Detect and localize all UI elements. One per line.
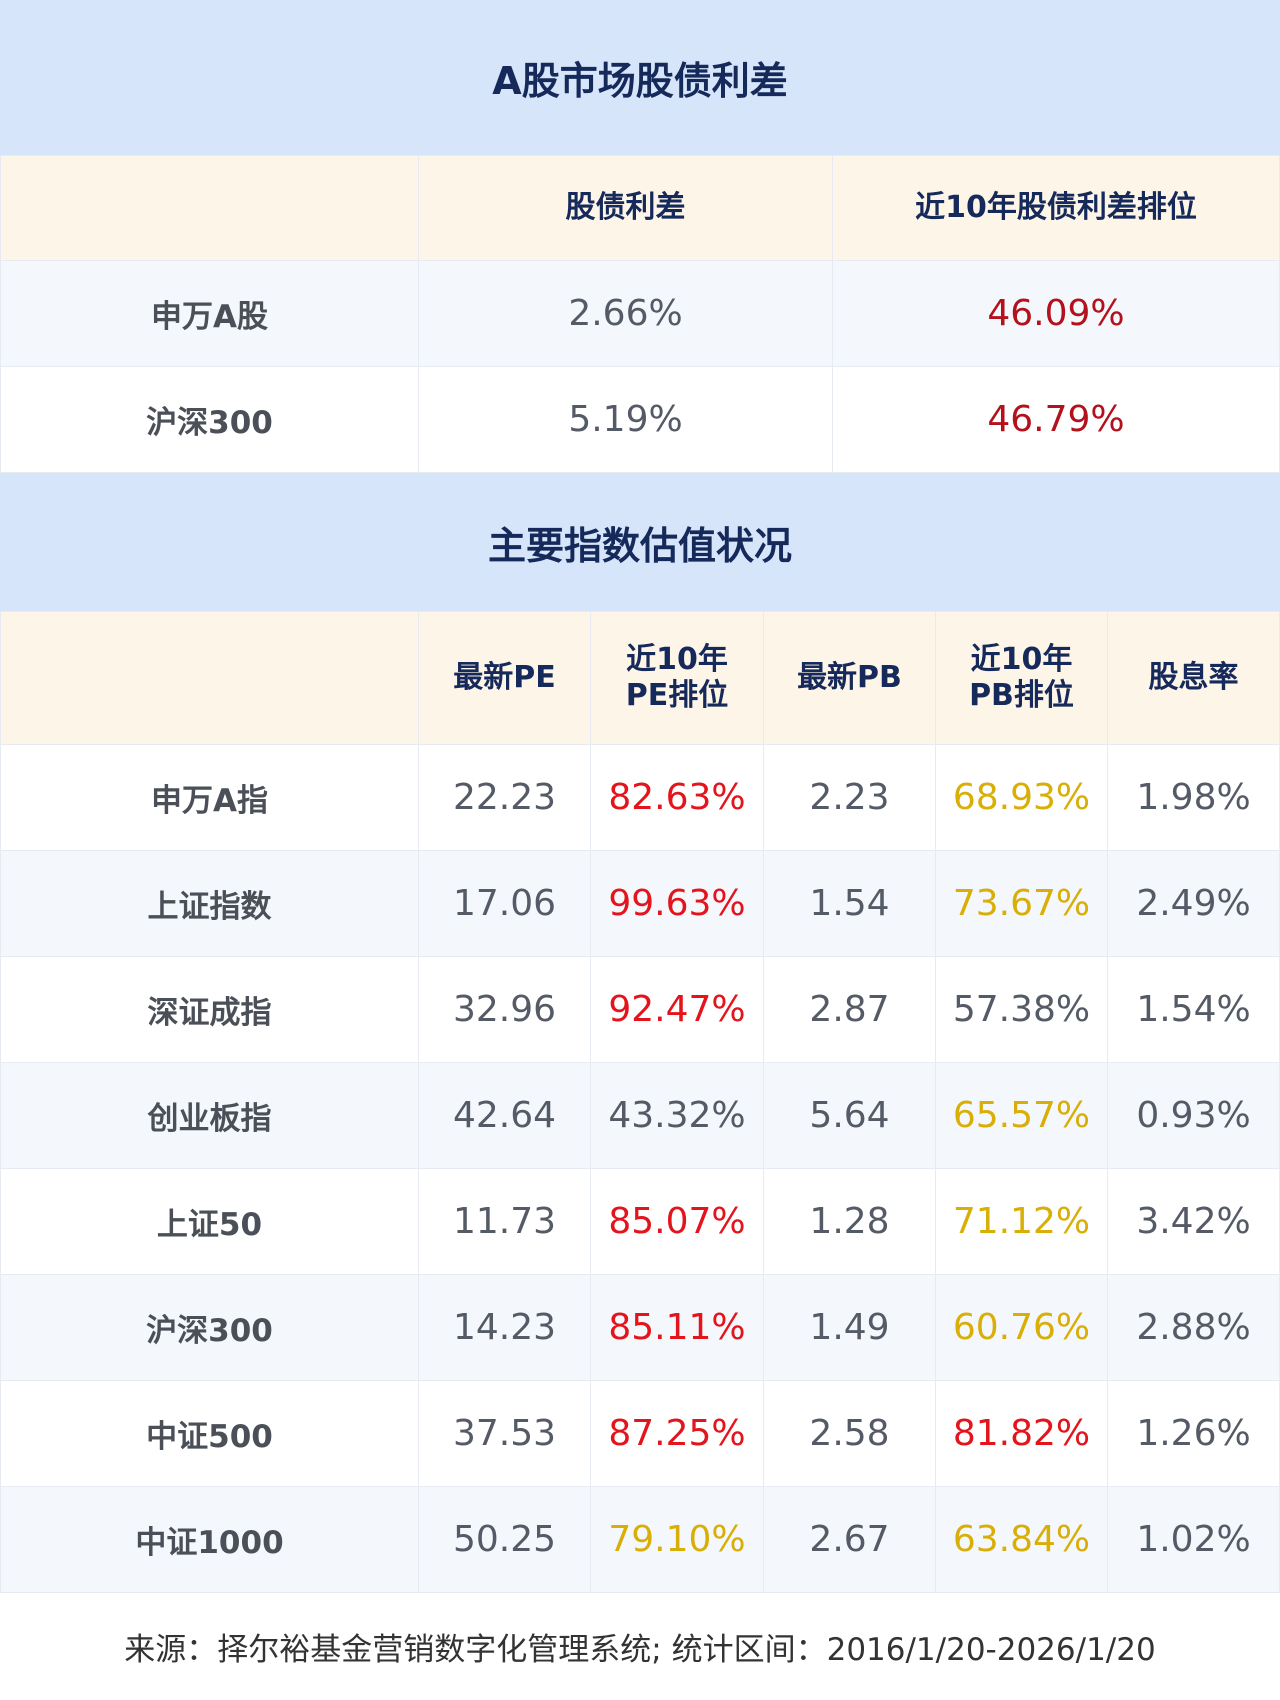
footer-source: 来源：择尔裕基金营销数字化管理系统; 统计区间：2016/1/20-2026/1… xyxy=(124,1632,1156,1668)
table-row: 沪深300 5.19% 46.79% xyxy=(0,366,1280,473)
pe-value: 22.23 xyxy=(418,744,591,851)
pb-rank-value: 60.76% xyxy=(935,1274,1108,1381)
equity-bond-spread-table: 股债利差 近10年股债利差排位 申万A股 2.66% 46.09% 沪深300 5… xyxy=(0,155,1280,473)
index-valuation-table: 最新PE 近10年 PE排位 最新PB 近10年 PB排位 股息率 申万A指 22.23… xyxy=(0,611,1280,1593)
dividend-yield-value: 1.26% xyxy=(1107,1380,1280,1487)
pe-rank-value: 82.63% xyxy=(590,744,764,851)
index-name: 深证成指 xyxy=(0,956,419,1063)
dividend-yield-value: 1.02% xyxy=(1107,1486,1280,1593)
pe-rank-value: 92.47% xyxy=(590,956,764,1063)
header-spread: 股债利差 xyxy=(418,155,833,261)
dividend-yield-value: 2.49% xyxy=(1107,850,1280,957)
dividend-yield-value: 1.98% xyxy=(1107,744,1280,851)
pb-rank-value: 68.93% xyxy=(935,744,1108,851)
index-name: 上证指数 xyxy=(0,850,419,957)
index-name: 沪深300 xyxy=(0,366,419,473)
pb-value: 1.28 xyxy=(763,1168,936,1275)
rank-value: 46.09% xyxy=(832,260,1280,367)
column-header xyxy=(0,611,419,745)
pb-rank-value: 65.57% xyxy=(935,1062,1108,1169)
pe-value: 14.23 xyxy=(418,1274,591,1381)
spread-value: 2.66% xyxy=(418,260,833,367)
pe-rank-value: 79.10% xyxy=(590,1486,764,1593)
index-name: 申万A股 xyxy=(0,260,419,367)
header-blank xyxy=(0,155,419,261)
pe-value: 37.53 xyxy=(418,1380,591,1487)
pb-rank-value: 57.38% xyxy=(935,956,1108,1063)
table-row: 深证成指 32.96 92.47% 2.87 57.38% 1.54% xyxy=(0,956,1280,1063)
index-name: 上证50 xyxy=(0,1168,419,1275)
pe-rank-value: 85.11% xyxy=(590,1274,764,1381)
pb-value: 2.23 xyxy=(763,744,936,851)
dividend-yield-value: 1.54% xyxy=(1107,956,1280,1063)
index-name: 申万A指 xyxy=(0,744,419,851)
rank-value: 46.79% xyxy=(832,366,1280,473)
index-name: 创业板指 xyxy=(0,1062,419,1169)
dividend-yield-value: 3.42% xyxy=(1107,1168,1280,1275)
pb-rank-value: 73.67% xyxy=(935,850,1108,957)
pb-rank-value: 63.84% xyxy=(935,1486,1108,1593)
pe-value: 32.96 xyxy=(418,956,591,1063)
pb-value: 5.64 xyxy=(763,1062,936,1169)
index-name: 中证1000 xyxy=(0,1486,419,1593)
pe-rank-value: 85.07% xyxy=(590,1168,764,1275)
table-row: 中证1000 50.25 79.10% 2.67 63.84% 1.02% xyxy=(0,1486,1280,1593)
pe-rank-value: 99.63% xyxy=(590,850,764,957)
section2-title: 主要指数估值状况 xyxy=(0,473,1280,611)
pb-value: 2.87 xyxy=(763,956,936,1063)
table-row: 沪深300 14.23 85.11% 1.49 60.76% 2.88% xyxy=(0,1274,1280,1381)
pb-value: 2.67 xyxy=(763,1486,936,1593)
pb-rank-value: 71.12% xyxy=(935,1168,1108,1275)
pb-value: 1.49 xyxy=(763,1274,936,1381)
table-row: 创业板指 42.64 43.32% 5.64 65.57% 0.93% xyxy=(0,1062,1280,1169)
column-header: 近10年 PE排位 xyxy=(590,611,764,745)
table-row: 上证指数 17.06 99.63% 1.54 73.67% 2.49% xyxy=(0,850,1280,957)
column-header: 最新PE xyxy=(418,611,591,745)
pe-rank-value: 87.25% xyxy=(590,1380,764,1487)
column-header: 最新PB xyxy=(763,611,936,745)
table-row: 申万A股 2.66% 46.09% xyxy=(0,260,1280,367)
column-header: 近10年 PB排位 xyxy=(935,611,1108,745)
header-rank: 近10年股债利差排位 xyxy=(832,155,1280,261)
pb-value: 1.54 xyxy=(763,850,936,957)
pe-value: 50.25 xyxy=(418,1486,591,1593)
pe-value: 42.64 xyxy=(418,1062,591,1169)
pb-rank-value: 81.82% xyxy=(935,1380,1108,1487)
table-row: 申万A指 22.23 82.63% 2.23 68.93% 1.98% xyxy=(0,744,1280,851)
table-row: 上证50 11.73 85.07% 1.28 71.12% 3.42% xyxy=(0,1168,1280,1275)
pb-value: 2.58 xyxy=(763,1380,936,1487)
index-name: 沪深300 xyxy=(0,1274,419,1381)
table-row: 中证500 37.53 87.25% 2.58 81.82% 1.26% xyxy=(0,1380,1280,1487)
pe-value: 17.06 xyxy=(418,850,591,957)
dividend-yield-value: 0.93% xyxy=(1107,1062,1280,1169)
index-name: 中证500 xyxy=(0,1380,419,1487)
spread-value: 5.19% xyxy=(418,366,833,473)
column-header: 股息率 xyxy=(1107,611,1280,745)
pe-value: 11.73 xyxy=(418,1168,591,1275)
pe-rank-value: 43.32% xyxy=(590,1062,764,1169)
section1-title: A股市场股债利差 xyxy=(0,0,1280,155)
dividend-yield-value: 2.88% xyxy=(1107,1274,1280,1381)
